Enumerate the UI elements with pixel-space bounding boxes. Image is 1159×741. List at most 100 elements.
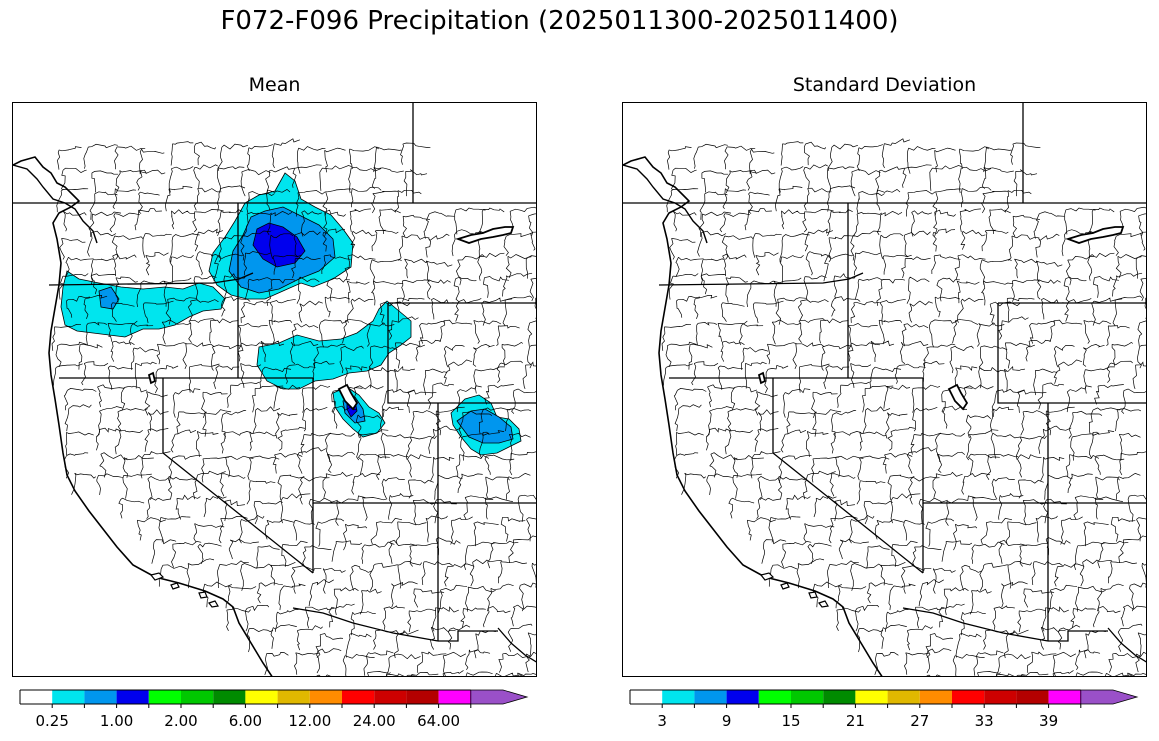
basin-boundary — [532, 562, 536, 566]
basin-boundary — [247, 457, 252, 481]
basin-boundary — [187, 558, 215, 566]
basin-boundary — [304, 406, 328, 412]
basin-boundary — [1033, 370, 1037, 396]
basin-boundary — [264, 653, 268, 676]
basin-boundary — [976, 323, 981, 347]
basin-boundary — [1112, 300, 1117, 327]
basin-boundary — [901, 258, 906, 279]
basin-boundary — [928, 322, 934, 348]
basin-boundary — [482, 430, 505, 435]
basin-boundary — [858, 277, 883, 281]
colorbar-swatch — [213, 690, 246, 704]
basin-boundary — [145, 233, 172, 237]
basin-boundary — [851, 169, 881, 176]
basin-boundary — [502, 300, 507, 327]
basin-boundary — [799, 363, 830, 368]
basin-boundary — [268, 320, 275, 345]
basin-boundary — [803, 276, 809, 301]
basin-boundary — [925, 674, 941, 676]
basin-boundary — [961, 476, 966, 495]
basin-boundary — [869, 582, 893, 587]
basin-boundary — [678, 404, 702, 409]
basin-boundary — [991, 391, 997, 418]
basin-boundary — [260, 340, 267, 363]
basin-boundary — [923, 347, 929, 367]
basin-boundary — [1012, 216, 1017, 237]
basin-boundary — [1013, 171, 1018, 197]
basin-boundary — [154, 369, 159, 394]
basin-boundary — [457, 254, 485, 261]
basin-boundary — [509, 433, 531, 438]
basin-boundary — [237, 322, 268, 328]
basin-boundary — [983, 562, 1008, 568]
basin-boundary — [436, 498, 457, 505]
basin-boundary — [273, 254, 302, 258]
basin-boundary — [292, 168, 297, 188]
basin-boundary — [217, 167, 221, 191]
basin-boundary — [88, 213, 95, 238]
basin-boundary — [240, 564, 244, 591]
basin-boundary — [1075, 587, 1079, 612]
basin-boundary — [297, 190, 326, 195]
basin-boundary — [308, 583, 313, 607]
basin-boundary — [825, 365, 850, 371]
basin-boundary — [880, 564, 885, 586]
basin-boundary — [918, 583, 923, 607]
basin-boundary — [411, 672, 439, 676]
basin-boundary — [383, 605, 405, 610]
basin-boundary — [112, 188, 118, 210]
basin-boundary — [323, 212, 328, 237]
basin-boundary — [828, 518, 834, 544]
basin-boundary — [1073, 607, 1096, 612]
basin-boundary — [814, 409, 842, 415]
basin-boundary — [249, 431, 253, 451]
basin-boundary — [1007, 521, 1037, 526]
basin-boundary — [1064, 209, 1068, 235]
basin-boundary — [202, 456, 230, 460]
basin-boundary — [1108, 325, 1130, 329]
basin-boundary — [877, 215, 881, 236]
basin-boundary — [429, 211, 455, 217]
basin-boundary — [666, 363, 693, 368]
std-map — [622, 102, 1147, 677]
basin-boundary — [722, 302, 745, 307]
basin-boundary — [702, 258, 724, 262]
basin-boundary — [890, 497, 894, 524]
basin-boundary — [827, 167, 831, 191]
precip-fill-4 — [98, 286, 120, 310]
basin-boundary — [955, 634, 961, 658]
basin-boundary — [904, 230, 931, 236]
basin-boundary — [511, 390, 516, 414]
basin-boundary — [1067, 254, 1095, 261]
basin-boundary — [395, 342, 426, 348]
basin-boundary — [140, 454, 145, 479]
basin-boundary — [1065, 207, 1096, 212]
basin-boundary — [1089, 209, 1094, 233]
basin-boundary — [1097, 384, 1124, 389]
basin-boundary — [157, 364, 179, 370]
basin-boundary — [189, 363, 220, 368]
basin-boundary — [1004, 342, 1011, 369]
basin-boundary — [529, 320, 536, 324]
basin-boundary — [674, 408, 680, 432]
basin-boundary — [349, 146, 380, 152]
basin-boundary — [525, 257, 529, 279]
basin-boundary — [240, 171, 246, 197]
basin-boundary — [1061, 231, 1068, 257]
basin-boundary — [527, 322, 533, 347]
basin-boundary — [368, 367, 372, 389]
colorbar-swatch — [374, 690, 407, 704]
basin-boundaries — [51, 138, 536, 676]
basin-boundary — [255, 406, 281, 412]
basin-boundary — [224, 273, 247, 279]
basin-boundary — [1021, 672, 1049, 676]
basin-boundary — [212, 344, 242, 350]
colorbar-tick-label: 0.25 — [35, 712, 68, 730]
basin-boundary — [136, 170, 143, 191]
basin-boundary — [147, 478, 153, 500]
basin-boundary — [830, 209, 853, 214]
basin-boundary — [1023, 499, 1049, 505]
basin-boundary — [510, 606, 516, 627]
basin-boundary — [1013, 214, 1040, 220]
basin-boundary — [781, 210, 785, 230]
